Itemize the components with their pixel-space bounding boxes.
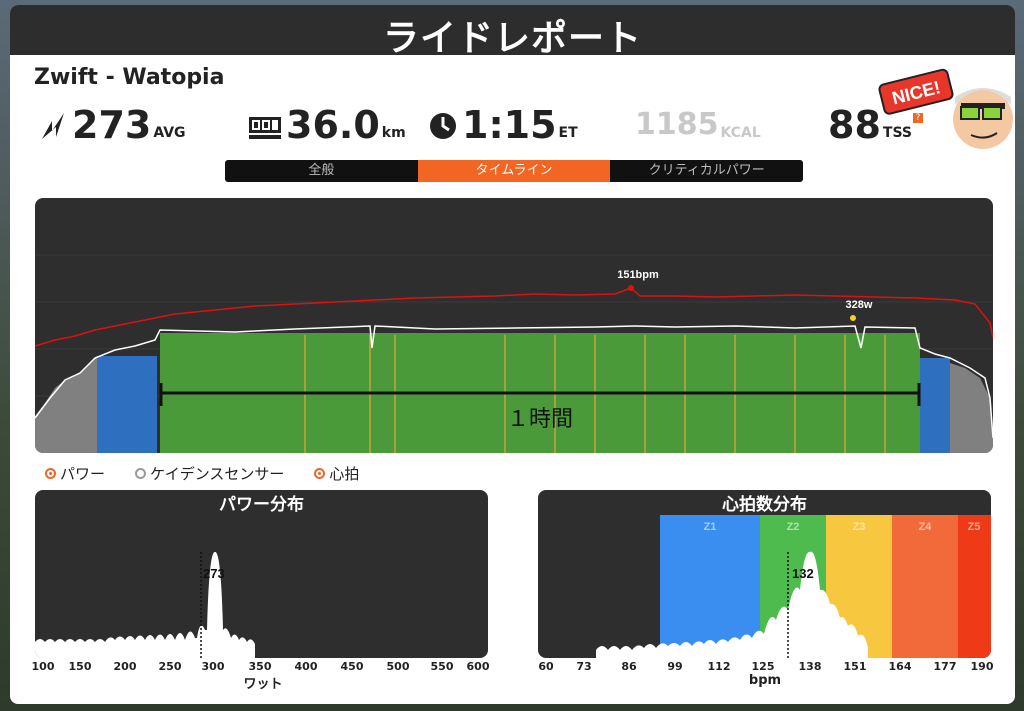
power-tick: 150	[68, 660, 92, 673]
page-title: ライドレポート	[382, 18, 642, 59]
hr-tick: 99	[667, 660, 683, 673]
legend-cadence-label: ケイデンスセンサー	[150, 465, 285, 483]
hr-tick: 151	[843, 660, 867, 673]
power-avg-unit: AVG	[153, 125, 186, 141]
odometer-icon	[249, 117, 281, 139]
hr-hist-x-label: bpm	[748, 673, 782, 688]
hr-tick: 138	[798, 660, 822, 673]
legend-heart-rate[interactable]: 心拍	[314, 463, 359, 484]
chart-legend: パワー ケイデンスセンサー 心拍	[45, 463, 359, 484]
zone-z1-label: Z1	[704, 521, 717, 533]
distance-stat: 36.0 km	[248, 101, 406, 145]
hr-peak-label: 151bpm	[617, 269, 659, 281]
heart-rate-line	[35, 287, 993, 347]
legend-power-label: パワー	[60, 465, 106, 483]
power-trace-line	[35, 325, 993, 439]
clock-icon	[430, 113, 456, 139]
power-toggle-icon[interactable]	[45, 468, 56, 479]
interval-bracket	[159, 383, 921, 406]
power-tick: 350	[248, 660, 272, 673]
hr-toggle-icon[interactable]	[314, 468, 326, 479]
tss-value: 88	[828, 103, 881, 147]
report-tabs: 全般 タイムライン クリティカルパワー	[225, 160, 803, 182]
power-tick: 100	[31, 660, 55, 673]
hr-tick: 125	[751, 660, 775, 673]
tab-critical-power[interactable]: クリティカルパワー	[648, 163, 765, 178]
time-value: 1:15	[462, 103, 557, 147]
cadence-toggle-icon[interactable]	[135, 468, 147, 479]
power-hist-title: パワー分布	[219, 495, 304, 515]
distance-value: 36.0	[286, 103, 380, 147]
power-peak-marker	[850, 315, 856, 321]
power-hist-bars	[35, 551, 255, 658]
hr-hist-bars	[596, 551, 868, 658]
interval-duration-label: １時間	[507, 407, 573, 432]
time-stat: 1:15 ET	[428, 101, 578, 145]
zone-z4-label: Z4	[919, 521, 933, 533]
power-tick: 250	[158, 660, 182, 673]
power-tick: 500	[386, 660, 410, 673]
power-tick: 550	[430, 660, 454, 673]
power-tick: 400	[294, 660, 318, 673]
cooldown-power-area	[950, 363, 993, 453]
title-bar: ライドレポート	[10, 5, 1015, 59]
power-tick: 450	[340, 660, 364, 673]
power-tick: 600	[466, 660, 490, 673]
hr-tick: 190	[970, 660, 994, 673]
legend-cadence[interactable]: ケイデンスセンサー	[135, 463, 284, 484]
power-lightning-icon	[42, 113, 64, 139]
tss-unit: TSS	[882, 125, 912, 141]
zone-z5-label: Z5	[968, 521, 981, 533]
hr-tick: 112	[707, 660, 731, 673]
ride-report-panel: ライドレポート Zwift - Watopia 273 AVG 36.0 km …	[10, 5, 1015, 704]
power-avg-value: 273	[72, 103, 152, 147]
hr-tick: 60	[538, 660, 554, 673]
tss-help-icon[interactable]: ?	[912, 113, 923, 123]
zone-z2-label: Z2	[787, 521, 800, 533]
power-tick: 300	[201, 660, 225, 673]
distance-unit: km	[381, 125, 406, 141]
zone-z1-band	[660, 515, 760, 658]
time-unit: ET	[558, 125, 578, 141]
hr-peak-marker	[628, 285, 634, 291]
hr-hist-svg: Z1 Z2 Z3 Z4 Z5 132	[596, 515, 991, 658]
timeline-chart: 151bpm 328w １時間	[35, 198, 993, 453]
zone-z4-band	[892, 515, 958, 658]
power-hist-svg: 273	[35, 551, 255, 658]
power-tick: 200	[113, 660, 137, 673]
hr-hist-title: 心拍数分布	[722, 495, 807, 515]
zone-z3-label: Z3	[853, 521, 866, 533]
hr-tick: 164	[888, 660, 912, 673]
warmup-z2-area	[97, 356, 157, 453]
cooldown-z2-area	[920, 358, 950, 453]
power-stat: 273 AVG	[38, 101, 186, 145]
timeline-svg: 151bpm 328w １時間	[35, 254, 993, 453]
warmup-power-area	[35, 356, 97, 453]
hr-tick: 177	[933, 660, 957, 673]
tab-timeline[interactable]: タイムライン	[417, 160, 611, 182]
legend-hr-label: 心拍	[329, 465, 360, 483]
tss-stat: 88 TSS ?	[828, 101, 923, 145]
hr-avg-label: 132	[792, 566, 814, 581]
zone-z5-band	[958, 515, 991, 658]
kcal-unit: KCAL	[720, 125, 761, 141]
kcal-stat: 1185 KCAL	[635, 101, 761, 145]
heart-rate-distribution-chart: Z1 Z2 Z3 Z4 Z5 132 心拍数分布	[538, 490, 991, 658]
route-name: Zwift - Watopia	[34, 65, 225, 90]
power-avg-label: 273	[203, 566, 225, 581]
hr-tick: 73	[576, 660, 592, 673]
power-distribution-chart: パワー分布 273	[35, 490, 488, 658]
tab-general[interactable]: 全般	[308, 163, 335, 178]
power-hist-x-label: ワット	[243, 677, 283, 692]
hr-tick: 86	[621, 660, 637, 673]
nice-avatar-badge: NICE!	[878, 68, 1013, 149]
kcal-value: 1185	[635, 107, 719, 142]
legend-power[interactable]: パワー	[45, 463, 105, 484]
power-peak-label: 328w	[846, 299, 873, 311]
